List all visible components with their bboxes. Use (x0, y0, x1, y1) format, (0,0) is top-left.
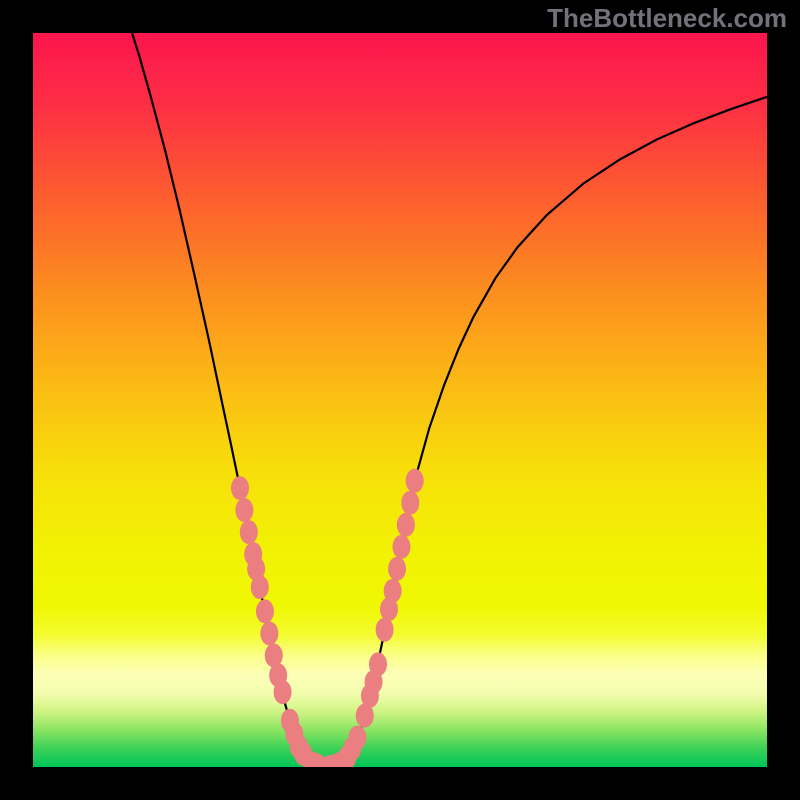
curve-marker (274, 680, 292, 704)
curve-marker (251, 575, 269, 599)
chart-root: TheBottleneck.com (0, 0, 800, 800)
curve-marker (235, 498, 253, 522)
gradient-background (33, 33, 767, 767)
curve-marker (260, 621, 278, 645)
plot-area (33, 33, 767, 767)
curve-marker (388, 557, 406, 581)
curve-marker (384, 579, 402, 603)
curve-marker (231, 476, 249, 500)
chart-svg (33, 33, 767, 767)
curve-marker (406, 469, 424, 493)
curve-marker (392, 535, 410, 559)
curve-marker (401, 491, 419, 515)
curve-marker (240, 520, 258, 544)
watermark-text: TheBottleneck.com (547, 3, 787, 34)
curve-marker (348, 726, 366, 750)
curve-marker (369, 652, 387, 676)
curve-marker (256, 599, 274, 623)
curve-marker (376, 618, 394, 642)
curve-marker (397, 513, 415, 537)
